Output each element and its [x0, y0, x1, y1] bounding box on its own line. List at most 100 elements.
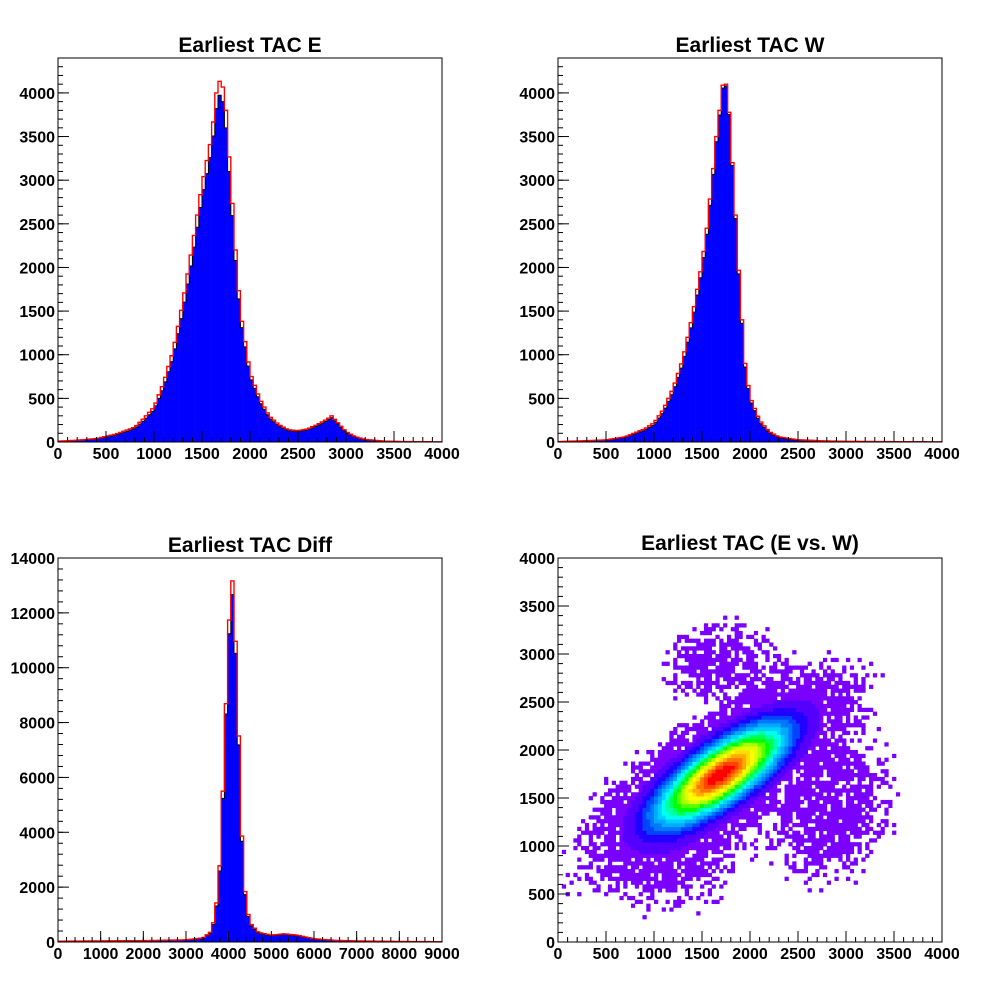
heatmap-cell: [815, 673, 820, 678]
heatmap-cell: [630, 815, 636, 820]
heatmap-cell: [730, 738, 736, 743]
heatmap-cell: [734, 761, 739, 766]
heatmap-cell: [738, 757, 743, 762]
heatmap-cell: [796, 769, 801, 774]
heatmap-cell: [615, 853, 620, 858]
heatmap-cell: [734, 703, 739, 709]
heatmap-cell: [627, 822, 632, 828]
histogram-bin: [218, 95, 222, 442]
histogram-bin: [304, 430, 308, 442]
heatmap-cell: [623, 861, 628, 866]
heatmap-cell: [711, 715, 716, 720]
heatmap-cell: [661, 861, 666, 866]
heatmap-cell: [719, 657, 724, 663]
heatmap-cell: [815, 696, 820, 701]
heatmap-cell: [838, 757, 843, 762]
heatmap-cell: [826, 815, 832, 820]
heatmap-cell: [819, 703, 824, 709]
heatmap-cell: [796, 757, 801, 762]
heatmap-cell: [757, 723, 762, 728]
heatmap-cell: [861, 819, 866, 824]
heatmap-cell: [819, 765, 824, 770]
heatmap-cell: [773, 769, 778, 774]
heatmap-cell: [865, 853, 870, 858]
heatmap-cell: [654, 857, 659, 862]
heatmap-cell: [819, 742, 824, 747]
heatmap-cell: [865, 673, 870, 678]
heatmap-cell: [604, 776, 609, 782]
heatmap-cell: [746, 776, 751, 782]
heatmap-cell: [746, 761, 751, 766]
heatmap-cell: [799, 815, 805, 820]
histogram-bin: [638, 432, 642, 442]
heatmap-cell: [680, 796, 686, 801]
heatmap-cell: [780, 673, 785, 678]
heatmap-cell: [696, 773, 701, 778]
heatmap-cell: [853, 677, 858, 682]
heatmap-cell: [584, 849, 590, 855]
heatmap-cell: [684, 684, 689, 689]
histogram-bin: [301, 936, 305, 942]
histogram-bin: [227, 633, 232, 942]
heatmap-cell: [726, 730, 732, 736]
heatmap-cell: [700, 842, 705, 847]
heatmap-cell: [842, 773, 847, 778]
heatmap-cell: [803, 684, 808, 689]
heatmap-cell: [834, 799, 839, 805]
heatmap-cell: [707, 757, 712, 762]
heatmap-cell: [592, 888, 597, 893]
heatmap-cell: [642, 849, 647, 855]
heatmap-cell: [765, 719, 770, 724]
x-tick-label: 4000: [211, 946, 247, 963]
heatmap-cell: [657, 803, 663, 808]
heatmap-cell: [769, 842, 774, 847]
heatmap-cell: [846, 803, 851, 808]
heatmap-cell: [853, 757, 858, 762]
heatmap-cell: [846, 700, 851, 705]
histogram-bin: [679, 368, 684, 442]
heatmap-cell: [773, 688, 778, 693]
heatmap-cell: [826, 826, 832, 832]
histogram-bin: [301, 430, 305, 442]
heatmap-cell: [623, 884, 628, 889]
heatmap-cell: [711, 642, 716, 647]
heatmap-cell: [811, 834, 816, 839]
heatmap-cell: [661, 799, 666, 805]
heatmap-cell: [673, 869, 678, 874]
heatmap-cell: [673, 811, 678, 816]
heatmap-cell: [819, 846, 824, 851]
heatmap-cell: [773, 750, 778, 755]
color-scale-swatch: [944, 558, 968, 578]
heatmap-cell: [822, 696, 828, 701]
heatmap-cell: [650, 788, 655, 793]
heatmap-cell: [638, 796, 643, 801]
heatmap-cell: [799, 688, 805, 693]
heatmap-cell: [703, 661, 709, 666]
heatmap-cell: [707, 730, 712, 736]
heatmap-cell: [792, 861, 797, 866]
heatmap-cell: [703, 838, 709, 843]
heatmap-cell: [815, 738, 820, 743]
heatmap-cell: [684, 730, 689, 736]
heatmap-cell: [696, 692, 701, 697]
heatmap-cell: [669, 857, 674, 862]
heatmap-cell: [846, 692, 851, 697]
heatmap-cell: [769, 719, 774, 724]
histogram-bin: [682, 356, 687, 442]
histogram-bin: [138, 940, 142, 942]
histogram-bin: [138, 424, 142, 442]
heatmap-cell: [865, 784, 870, 789]
heatmap-cell: [738, 630, 743, 636]
heatmap-cell: [769, 750, 774, 755]
heatmap-cell: [600, 853, 605, 858]
heatmap-cell: [680, 811, 686, 816]
heatmap-cell: [842, 788, 847, 793]
heatmap-cell: [769, 692, 774, 697]
heatmap-cell: [849, 830, 855, 835]
histogram-bin: [234, 260, 238, 442]
heatmap-cell: [869, 803, 874, 808]
heatmap-cell: [838, 688, 843, 693]
heatmap-cell: [661, 842, 666, 847]
heatmap-cell: [723, 665, 728, 670]
heatmap-cell: [707, 677, 712, 682]
